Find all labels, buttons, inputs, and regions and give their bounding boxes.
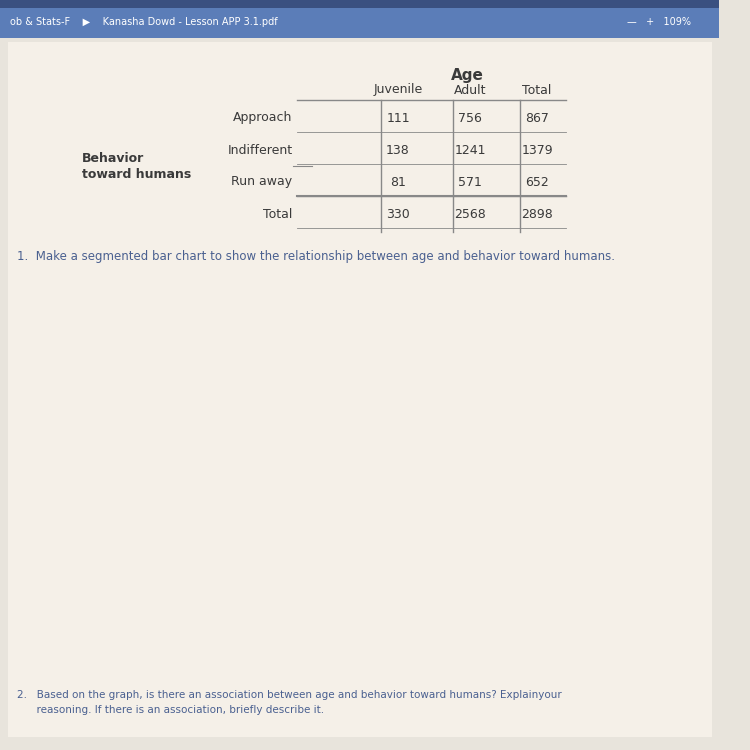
Text: 2568: 2568 [454, 208, 486, 220]
Text: 330: 330 [386, 208, 410, 220]
Text: Adult: Adult [454, 83, 486, 97]
FancyBboxPatch shape [0, 0, 719, 38]
Text: Total: Total [263, 208, 292, 220]
Text: 111: 111 [386, 112, 410, 125]
Text: 138: 138 [386, 143, 410, 157]
Text: reasoning. If there is an association, briefly describe it.: reasoning. If there is an association, b… [17, 705, 325, 715]
Text: ob & Stats-F    ▶    Kanasha Dowd - Lesson APP 3.1.pdf: ob & Stats-F ▶ Kanasha Dowd - Lesson APP… [10, 17, 278, 27]
Text: Total: Total [523, 83, 552, 97]
Text: Approach: Approach [233, 112, 292, 125]
Text: 571: 571 [458, 176, 482, 188]
Text: —   +   109%: — + 109% [626, 17, 691, 27]
Text: Run away: Run away [232, 176, 292, 188]
Text: 867: 867 [525, 112, 549, 125]
Text: Indifferent: Indifferent [227, 143, 292, 157]
Text: Juvenile: Juvenile [374, 83, 423, 97]
Text: 1.  Make a segmented bar chart to show the relationship between age and behavior: 1. Make a segmented bar chart to show th… [17, 250, 615, 263]
FancyBboxPatch shape [0, 0, 719, 8]
Text: 1379: 1379 [521, 143, 553, 157]
Text: 756: 756 [458, 112, 482, 125]
Text: 2898: 2898 [521, 208, 553, 220]
Text: 1241: 1241 [454, 143, 486, 157]
Text: Age: Age [451, 68, 484, 83]
Text: Behavior: Behavior [82, 152, 144, 164]
Text: 81: 81 [390, 176, 406, 188]
Text: toward humans: toward humans [82, 167, 190, 181]
FancyBboxPatch shape [8, 42, 712, 737]
Text: 652: 652 [525, 176, 549, 188]
Text: 2.   Based on the graph, is there an association between age and behavior toward: 2. Based on the graph, is there an assoc… [17, 690, 562, 700]
